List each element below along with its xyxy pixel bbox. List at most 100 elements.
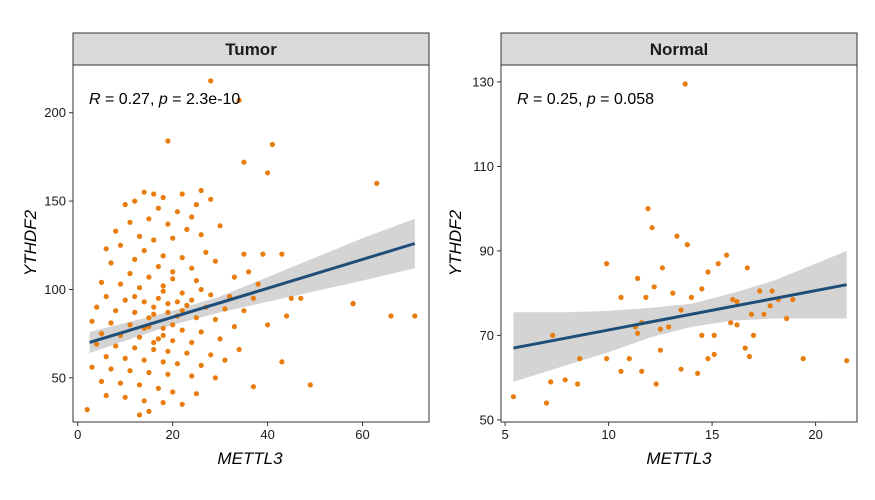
data-point	[575, 381, 581, 387]
data-point	[160, 288, 166, 294]
data-point	[113, 308, 119, 314]
data-point	[117, 281, 124, 287]
data-point	[132, 293, 138, 300]
data-point	[255, 281, 261, 287]
data-point	[151, 304, 157, 310]
data-point	[155, 205, 161, 211]
data-point	[695, 370, 701, 376]
data-point	[198, 232, 204, 238]
data-point	[682, 81, 688, 87]
data-point	[639, 368, 645, 374]
data-point	[298, 295, 304, 301]
data-point	[269, 141, 275, 148]
data-point	[141, 299, 147, 305]
y-axis-title-tumor: YTHDF2	[21, 209, 40, 276]
data-point	[649, 225, 655, 231]
data-point	[179, 401, 185, 407]
data-point	[212, 316, 218, 323]
data-point	[193, 202, 199, 208]
data-point	[94, 341, 100, 347]
data-point	[241, 251, 247, 257]
strip-label-normal: Normal	[650, 40, 709, 59]
x-tick-label: 60	[355, 427, 369, 442]
data-point	[790, 296, 796, 303]
data-point	[250, 384, 256, 390]
data-point	[217, 336, 223, 342]
data-point	[184, 350, 190, 356]
data-point	[724, 252, 730, 258]
x-tick-label: 20	[165, 427, 179, 442]
data-point	[734, 322, 740, 328]
data-point	[170, 276, 176, 282]
data-point	[98, 331, 105, 337]
data-point	[236, 346, 242, 353]
data-point	[761, 311, 767, 317]
panel-tumor: Tumor R = 0.27, p = 2.3e-10 0 20 40 60 50 100…	[21, 32, 430, 468]
data-point	[98, 378, 105, 384]
data-point	[193, 391, 199, 397]
data-point	[184, 226, 190, 232]
data-point	[767, 303, 773, 309]
data-point	[117, 380, 124, 386]
data-point	[108, 260, 114, 266]
data-point	[279, 251, 285, 257]
panel-normal: Normal R = 0.25, p = 0.058 5 10 15 20 50 70 90…	[446, 32, 858, 468]
data-point	[222, 357, 228, 363]
data-point	[127, 270, 133, 277]
data-point	[160, 194, 166, 201]
data-point	[715, 261, 721, 267]
regression-line	[89, 242, 416, 344]
data-layer-tumor	[84, 78, 418, 418]
data-point	[132, 345, 138, 351]
data-point	[165, 301, 171, 307]
data-point	[189, 297, 195, 303]
data-point	[170, 322, 176, 328]
data-point	[250, 295, 256, 301]
data-point	[604, 261, 610, 267]
data-point	[136, 285, 143, 291]
stat-r-label: R	[89, 91, 101, 108]
stat-p-value: = 2.3e-10	[168, 91, 241, 108]
stat-r-label: R	[517, 91, 529, 108]
data-point	[103, 246, 109, 252]
data-point	[699, 286, 705, 292]
data-point	[174, 209, 180, 215]
x-tick-label: 5	[502, 427, 509, 442]
data-point	[618, 294, 624, 300]
data-point	[113, 343, 119, 349]
data-point	[657, 326, 664, 332]
y-tick-label: 150	[44, 194, 66, 209]
data-point	[141, 189, 147, 195]
data-point	[705, 269, 711, 275]
data-point	[127, 322, 133, 328]
data-point	[141, 357, 147, 363]
data-point	[151, 339, 157, 346]
data-point	[742, 345, 748, 351]
y-tick-label: 110	[473, 159, 494, 174]
data-point	[730, 296, 736, 303]
data-point	[577, 356, 583, 362]
data-point	[141, 248, 147, 254]
data-point	[108, 320, 114, 326]
data-point	[227, 293, 233, 300]
axes-normal: 5 10 15 20 50 70 90 110 130	[472, 74, 823, 442]
data-point	[705, 356, 711, 362]
data-point	[122, 355, 128, 361]
data-point	[193, 278, 199, 284]
strip-tumor	[72, 32, 430, 66]
data-point	[284, 313, 290, 319]
stat-p-label: p	[158, 91, 168, 108]
data-point	[548, 379, 554, 385]
data-point	[179, 327, 185, 333]
y-tick-label: 200	[44, 105, 66, 120]
data-point	[160, 253, 166, 259]
data-point	[165, 348, 171, 354]
data-point	[132, 309, 138, 315]
data-point	[604, 356, 610, 362]
data-point	[198, 329, 204, 335]
data-point	[184, 302, 190, 308]
data-point	[160, 332, 166, 338]
data-point	[141, 398, 147, 404]
data-point	[844, 358, 850, 364]
